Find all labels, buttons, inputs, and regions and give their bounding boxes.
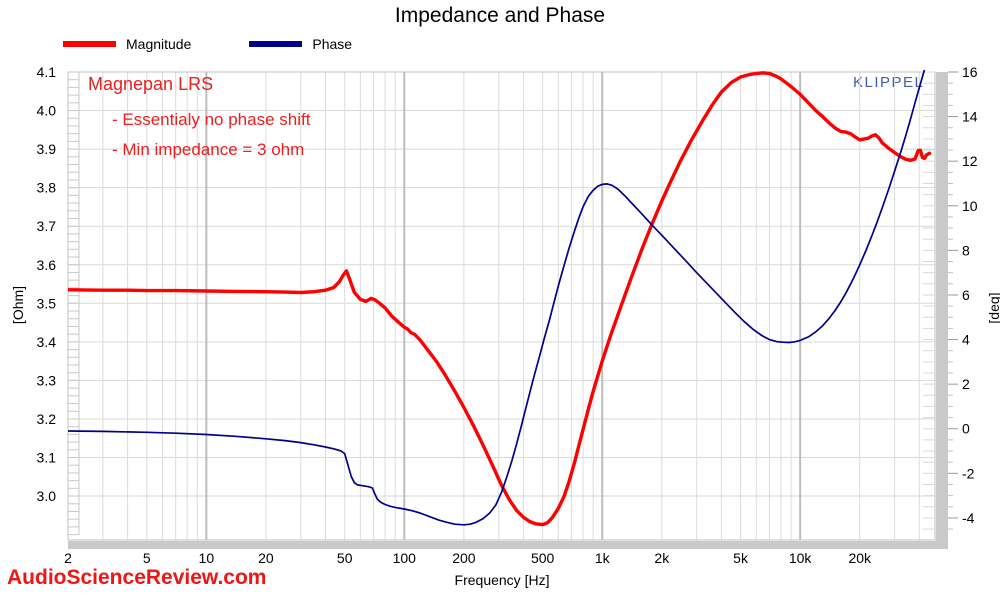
phase-legend-swatch xyxy=(249,41,303,47)
x-tick-label: 10 xyxy=(199,550,215,566)
y-right-tick-label: 0 xyxy=(962,421,970,437)
y-right-tick-label: 8 xyxy=(962,242,970,258)
annotation-phase-note: - Essentialy no phase shift xyxy=(112,110,311,129)
y-right-tick-label: -4 xyxy=(962,510,975,526)
y-left-tick-label: 3.4 xyxy=(37,334,57,350)
x-tick-label: 50 xyxy=(337,550,353,566)
x-tick-label: 100 xyxy=(393,550,417,566)
x-tick-label: 5k xyxy=(733,550,749,566)
y-left-axis-title: [Ohm] xyxy=(10,285,26,325)
magnitude-curve xyxy=(68,71,932,527)
annotation-impedance-note: - Min impedance = 3 ohm xyxy=(112,140,305,159)
chart-title: Impedance and Phase xyxy=(394,4,606,27)
y-left-tick-label: 3.9 xyxy=(37,141,57,157)
magnitude-legend-swatch xyxy=(63,41,116,47)
asr-watermark: AudioScienceReview.com xyxy=(7,566,267,589)
y-left-tick-label: 4.0 xyxy=(37,103,57,119)
y-left-tick-label: 3.0 xyxy=(37,488,57,504)
y-right-tick-label: 10 xyxy=(962,198,978,214)
x-tick-label: 2k xyxy=(654,550,670,566)
magnitude-legend-label: Magnitude xyxy=(126,36,192,52)
y-left-tick-label: 4.1 xyxy=(37,64,57,80)
y-right-axis-title: [deg] xyxy=(986,292,1000,324)
y-left-tick-label: 3.2 xyxy=(37,411,57,427)
x-tick-label: 20 xyxy=(258,550,274,566)
y-right-tick-label: 2 xyxy=(962,376,970,392)
y-right-tick-label: 12 xyxy=(962,153,978,169)
y-right-tick-label: 16 xyxy=(962,64,978,80)
phase-legend-label: Phase xyxy=(312,36,353,52)
right-ruler xyxy=(936,72,948,549)
y-left-tick-label: 3.5 xyxy=(37,295,57,311)
y-right-tick-label: 4 xyxy=(962,332,970,348)
y-left-tick-label: 3.3 xyxy=(37,372,57,388)
x-tick-label: 2 xyxy=(64,550,72,566)
x-axis-title: Frequency [Hz] xyxy=(454,572,550,588)
x-tick-label: 200 xyxy=(452,550,476,566)
x-tick-label: 500 xyxy=(531,550,555,566)
x-tick-label: 1k xyxy=(595,550,611,566)
y-left-tick-label: 3.8 xyxy=(37,180,57,196)
phase-curve xyxy=(68,70,926,526)
y-right-tick-label: 14 xyxy=(962,109,978,125)
legend: Magnitude Phase xyxy=(63,36,410,52)
x-tick-label: 20k xyxy=(848,550,872,566)
y-right-tick-label: 6 xyxy=(962,287,970,303)
klippel-watermark: KLIPPEL xyxy=(853,74,925,91)
annotation-model: Magnepan LRS xyxy=(88,74,214,94)
y-left-tick-label: 3.7 xyxy=(37,218,57,234)
y-left-tick-label: 3.6 xyxy=(37,257,57,273)
bottom-ruler xyxy=(68,541,948,549)
y-right-tick-label: -2 xyxy=(962,465,975,481)
x-tick-label: 10k xyxy=(789,550,813,566)
x-tick-label: 5 xyxy=(143,550,151,566)
y-left-tick-label: 3.1 xyxy=(37,450,57,466)
